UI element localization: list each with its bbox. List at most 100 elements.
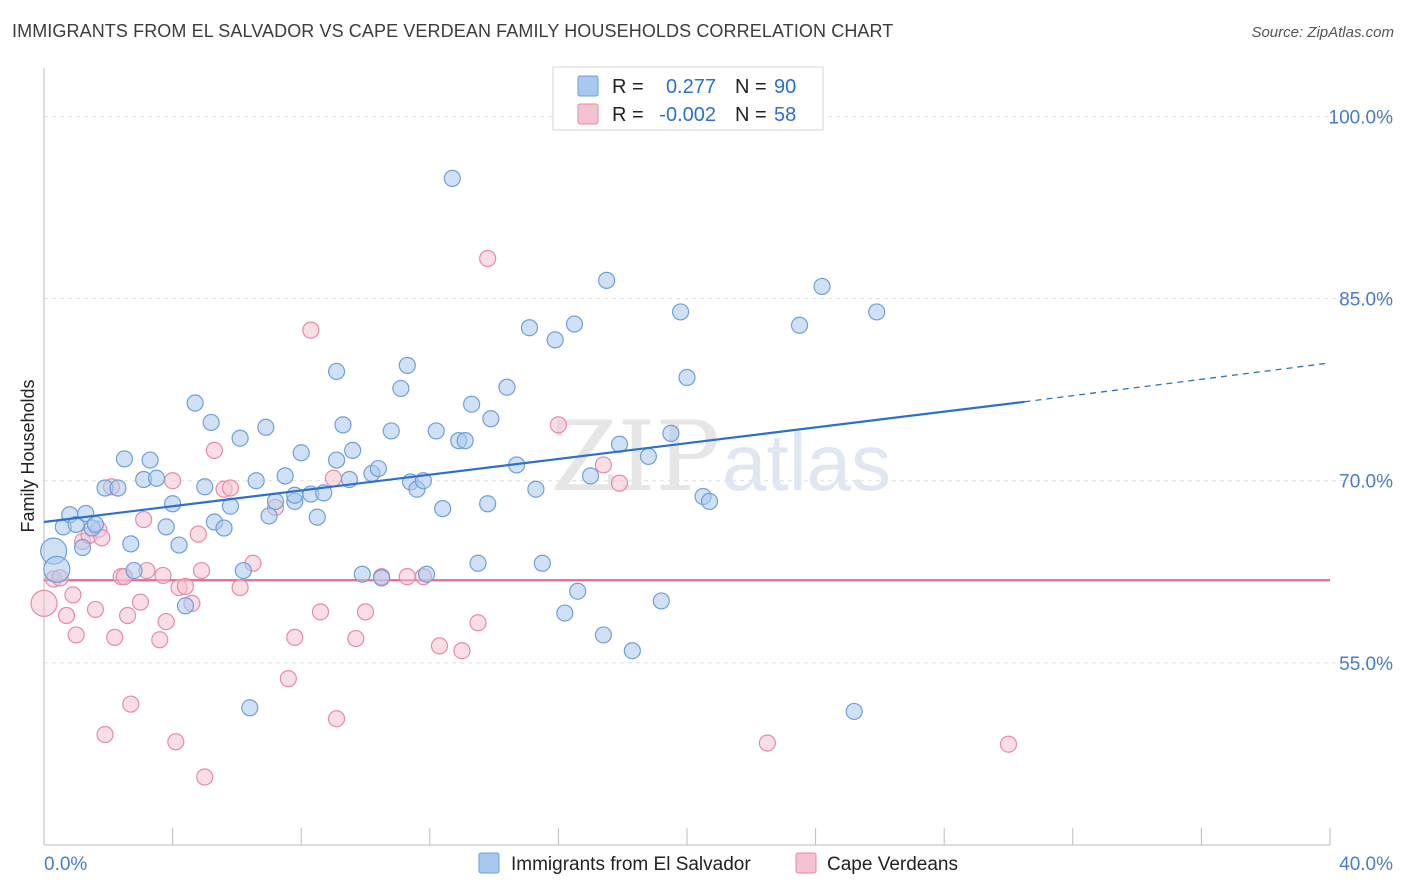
legend-n-label-2: N = xyxy=(735,104,767,126)
bottom-legend-label-2: Cape Verdeans xyxy=(827,854,958,875)
point-cape-verdeans xyxy=(758,734,776,752)
point-el-salvador xyxy=(327,362,346,381)
legend-r-value-2: -0.002 xyxy=(659,104,716,126)
point-cape-verdeans xyxy=(469,614,487,632)
point-el-salvador xyxy=(125,561,143,580)
point-el-salvador xyxy=(581,467,600,485)
point-cape-verdeans xyxy=(430,637,449,655)
point-el-salvador xyxy=(157,518,175,536)
point-el-salvador xyxy=(257,418,275,436)
point-cape-verdeans xyxy=(453,642,471,660)
point-el-salvador xyxy=(533,554,551,572)
point-el-salvador xyxy=(417,565,436,583)
x-tick-labels: 0.0% 40.0% xyxy=(44,854,1393,875)
point-cape-verdeans xyxy=(86,600,105,619)
point-el-salvador xyxy=(176,597,195,615)
point-el-salvador xyxy=(369,459,387,478)
point-el-salvador xyxy=(427,422,445,440)
correlation-legend: R = 0.277 N = 90 R = -0.002 N = 58 xyxy=(552,66,824,131)
watermark-atlas: atlas xyxy=(722,418,891,507)
point-cape-verdeans xyxy=(594,456,613,474)
point-el-salvador xyxy=(231,429,249,447)
legend-swatch-pink xyxy=(577,103,599,125)
point-el-salvador xyxy=(462,395,481,413)
point-el-salvador xyxy=(372,569,391,587)
point-el-salvador xyxy=(569,582,587,600)
point-cape-verdeans xyxy=(356,603,375,621)
point-el-salvador xyxy=(86,515,105,534)
point-cape-verdeans xyxy=(398,568,416,586)
point-cape-verdeans xyxy=(154,566,172,585)
point-el-salvador xyxy=(170,536,188,554)
bottom-legend-label-1: Immigrants from El Salvador xyxy=(511,854,751,875)
point-el-salvador xyxy=(498,378,516,396)
point-el-salvador xyxy=(122,535,140,553)
point-cape-verdeans xyxy=(131,593,150,611)
y-tick-label: 70.0% xyxy=(1339,472,1393,493)
point-el-salvador xyxy=(196,478,214,496)
point-el-salvador xyxy=(266,492,285,510)
point-el-salvador xyxy=(247,472,265,490)
point-cape-verdeans xyxy=(64,586,82,604)
point-el-salvador xyxy=(434,500,452,518)
point-el-salvador xyxy=(527,480,545,498)
point-el-salvador xyxy=(392,379,410,398)
point-cape-verdeans xyxy=(164,472,182,490)
point-cape-verdeans xyxy=(118,606,137,625)
point-el-salvador xyxy=(115,450,133,468)
points-layer xyxy=(30,169,1018,786)
series-legend: Immigrants from El Salvador Cape Verdean… xyxy=(478,852,958,875)
point-el-salvador xyxy=(334,416,352,434)
y-tick-labels: 100.0% 85.0% 70.0% 55.0% xyxy=(1329,107,1394,674)
point-cape-verdeans xyxy=(327,710,346,728)
point-cape-verdeans xyxy=(205,441,223,459)
point-el-salvador xyxy=(868,303,886,321)
point-el-salvador xyxy=(308,508,326,526)
point-el-salvador xyxy=(662,424,680,442)
legend-r-label-2: R = xyxy=(612,104,644,126)
trend-line-solid xyxy=(43,400,1025,524)
legend-n-value-2: 58 xyxy=(774,104,796,126)
point-el-salvador xyxy=(73,538,92,557)
trend-line-dashed xyxy=(1024,362,1331,403)
point-el-salvador xyxy=(43,555,71,583)
point-cape-verdeans xyxy=(347,629,365,648)
legend-swatch-blue xyxy=(577,75,599,97)
legend-n-label-1: N = xyxy=(735,76,767,98)
point-el-salvador xyxy=(671,303,690,321)
point-el-salvador xyxy=(353,565,371,583)
point-cape-verdeans xyxy=(302,321,320,339)
point-el-salvador xyxy=(186,394,204,412)
point-el-salvador xyxy=(109,479,127,497)
y-tick-label: 85.0% xyxy=(1339,290,1393,311)
point-cape-verdeans xyxy=(221,479,240,497)
point-el-salvador xyxy=(556,604,574,622)
point-cape-verdeans xyxy=(135,510,153,529)
point-el-salvador xyxy=(639,447,658,466)
point-cape-verdeans xyxy=(999,735,1018,753)
point-el-salvador xyxy=(845,702,863,721)
point-cape-verdeans xyxy=(57,606,76,625)
point-el-salvador xyxy=(67,515,85,534)
trend-line-el-salvador xyxy=(43,362,1331,524)
legend-r-label-1: R = xyxy=(612,76,644,98)
point-cape-verdeans xyxy=(167,733,185,751)
point-cape-verdeans xyxy=(122,695,140,713)
point-el-salvador xyxy=(234,561,252,580)
point-el-salvador xyxy=(456,432,474,450)
point-cape-verdeans xyxy=(311,603,330,621)
point-el-salvador xyxy=(344,441,362,459)
point-cape-verdeans xyxy=(151,631,169,649)
point-cape-verdeans xyxy=(96,725,114,744)
point-el-salvador xyxy=(598,271,616,289)
point-cape-verdeans xyxy=(30,589,58,617)
point-el-salvador xyxy=(813,277,831,296)
point-el-salvador xyxy=(147,469,166,487)
point-cape-verdeans xyxy=(231,578,249,597)
x-tick-label: 0.0% xyxy=(44,854,87,875)
y-tick-label: 55.0% xyxy=(1339,654,1393,675)
point-el-salvador xyxy=(790,316,809,334)
chart-source: Source: ZipAtlas.com xyxy=(1251,24,1394,41)
point-cape-verdeans xyxy=(286,628,304,646)
